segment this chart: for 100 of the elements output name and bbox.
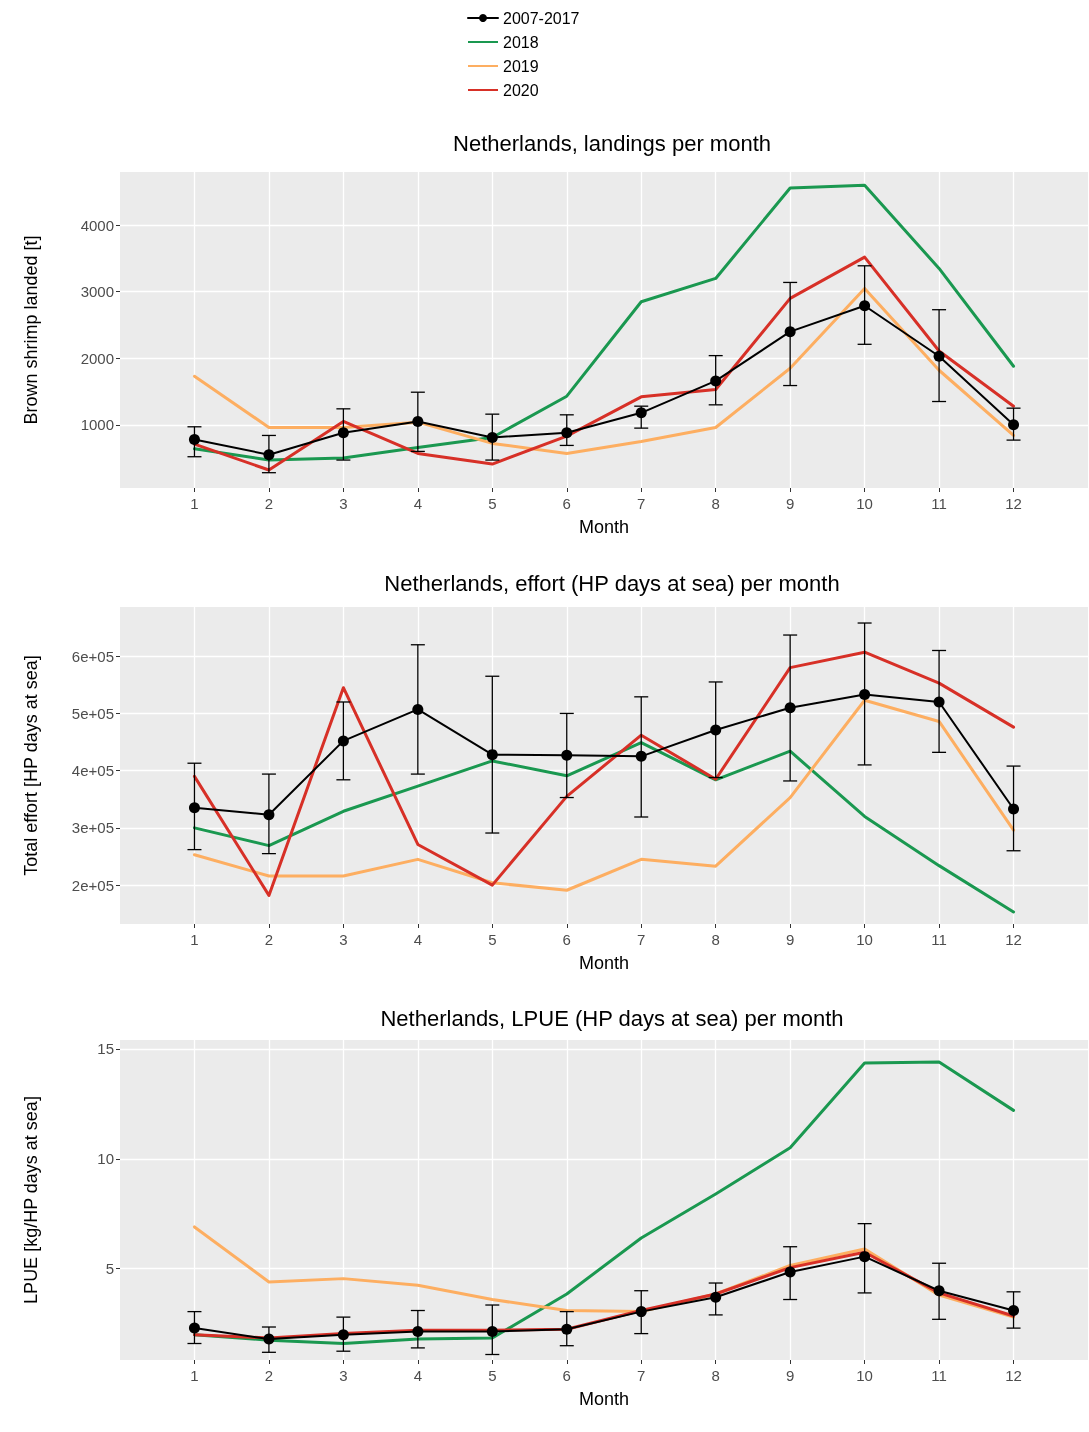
y-axis-title: LPUE [kg/HP days at sea] [21, 1096, 41, 1304]
y-axis-title: Total effort [HP days at sea] [21, 655, 41, 876]
y-tick-label: 6e+05 [71, 647, 114, 665]
x-tick-label: 4 [413, 1367, 423, 1384]
point [859, 300, 871, 312]
x-tick-label: 2 [264, 931, 274, 948]
x-tick-label: 3 [339, 931, 348, 948]
legend-label: 2019 [503, 57, 539, 75]
point [188, 1322, 200, 1334]
point [635, 750, 647, 762]
x-tick-label: 8 [711, 1367, 720, 1384]
y-tick-label: 2e+05 [71, 876, 114, 894]
point [561, 427, 573, 439]
x-tick-label: 6 [562, 495, 571, 512]
point [337, 735, 349, 747]
x-tick-label: 4 [413, 495, 423, 512]
line-series [192, 183, 1016, 462]
y-tick-label: 1000 [80, 416, 114, 434]
point [859, 1251, 871, 1263]
point [486, 431, 498, 443]
point [1008, 419, 1020, 431]
x-tick-label: 7 [637, 1367, 646, 1384]
chart-title: Netherlands, LPUE (HP days at sea) per month [380, 1005, 844, 1031]
point [635, 1306, 647, 1318]
x-tick-label: 1 [190, 1367, 199, 1384]
x-axis-title: Month [578, 953, 630, 973]
y-tick-label: 10 [97, 1150, 114, 1168]
chart-title: Netherlands, effort (HP days at sea) per month [384, 570, 840, 596]
x-tick-label: 7 [637, 931, 646, 948]
x-tick-label: 5 [488, 495, 497, 512]
x-tick-label: 8 [711, 495, 720, 512]
x-tick-label: 5 [488, 931, 497, 948]
y-tick-label: 4000 [80, 216, 114, 234]
point [337, 427, 349, 439]
point [263, 1333, 275, 1345]
y-tick-label: 5e+05 [71, 704, 114, 722]
point [412, 1325, 424, 1337]
x-tick-label: 10 [856, 1367, 873, 1384]
line-series [192, 741, 1016, 914]
x-tick-label: 6 [562, 1367, 571, 1384]
legend-label: 2007-2017 [503, 9, 580, 27]
chart-title: Netherlands, landings per month [453, 130, 771, 156]
y-tick-label: 3000 [80, 283, 114, 301]
y-axis-title: Brown shrimp landed [t] [21, 235, 41, 425]
x-tick-label: 3 [339, 495, 348, 512]
point [412, 415, 424, 427]
point [710, 724, 722, 736]
point [561, 749, 573, 761]
x-tick-label: 11 [931, 931, 947, 948]
point [933, 350, 945, 362]
x-tick-label: 4 [413, 931, 423, 948]
legend-label: 2020 [503, 81, 539, 99]
x-tick-label: 12 [1005, 1367, 1022, 1384]
point [188, 433, 200, 445]
x-tick-label: 9 [785, 931, 795, 948]
point [486, 749, 498, 761]
point [784, 702, 796, 714]
point [263, 449, 275, 461]
legend-label: 2018 [503, 33, 539, 51]
point [486, 1325, 498, 1337]
x-tick-label: 7 [637, 495, 646, 512]
x-axis-title: Month [578, 517, 630, 537]
y-tick-label: 3e+05 [71, 819, 114, 837]
point [561, 1323, 573, 1335]
y-tick-label: 5 [105, 1260, 114, 1278]
point [784, 326, 796, 338]
point [859, 689, 871, 701]
y-tick-label: 4e+05 [71, 762, 114, 780]
x-tick-label: 9 [785, 1367, 795, 1384]
point [784, 1266, 796, 1278]
x-tick-label: 2 [264, 1367, 274, 1384]
x-tick-label: 11 [931, 495, 947, 512]
x-tick-label: 12 [1005, 495, 1022, 512]
y-tick-label: 15 [97, 1040, 114, 1058]
point [1008, 1305, 1020, 1317]
x-axis-title: Month [578, 1389, 630, 1409]
x-tick-label: 8 [711, 931, 720, 948]
x-tick-label: 9 [785, 495, 795, 512]
x-tick-label: 5 [488, 1367, 497, 1384]
line-series [192, 650, 1016, 897]
point [710, 1291, 722, 1303]
x-tick-label: 1 [190, 495, 199, 512]
x-tick-label: 1 [190, 931, 199, 948]
x-tick-label: 12 [1005, 931, 1022, 948]
point [263, 809, 275, 821]
point [412, 703, 424, 715]
x-tick-label: 6 [562, 931, 571, 948]
point [188, 802, 200, 814]
point [933, 1285, 945, 1297]
x-tick-label: 2 [264, 495, 274, 512]
x-tick-label: 10 [856, 495, 873, 512]
x-tick-label: 3 [339, 1367, 348, 1384]
y-tick-label: 2000 [80, 349, 114, 367]
point [337, 1329, 349, 1341]
point [933, 696, 945, 708]
x-tick-label: 10 [856, 931, 873, 948]
point [710, 375, 722, 387]
point [1008, 803, 1020, 815]
point [635, 407, 647, 419]
x-tick-label: 11 [931, 1367, 947, 1384]
